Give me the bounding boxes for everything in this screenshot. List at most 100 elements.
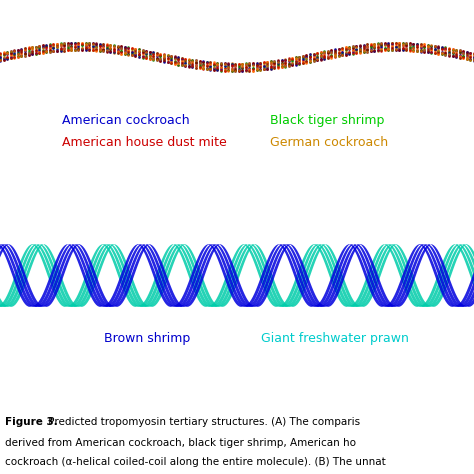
Text: derived from American cockroach, black tiger shrimp, American ho: derived from American cockroach, black t… <box>5 438 356 448</box>
Point <box>296 59 303 67</box>
Point <box>156 51 164 58</box>
Point <box>260 65 267 73</box>
Point <box>271 57 278 64</box>
Point <box>203 58 210 66</box>
Point <box>313 56 321 64</box>
Point <box>363 46 371 53</box>
Point <box>278 57 285 64</box>
Point <box>428 43 435 50</box>
Point <box>282 57 289 64</box>
Point <box>185 56 192 64</box>
Point <box>103 47 111 55</box>
Point <box>60 46 68 53</box>
Point <box>299 55 307 62</box>
Point <box>370 44 378 51</box>
Point <box>142 52 150 59</box>
Point <box>342 45 349 52</box>
Point <box>424 41 431 49</box>
Point <box>128 48 136 55</box>
Point <box>320 47 328 55</box>
Point <box>67 46 75 53</box>
Point <box>292 61 300 68</box>
Point <box>174 55 182 63</box>
Point <box>189 56 196 64</box>
Point <box>171 53 178 60</box>
Point <box>53 44 61 51</box>
Point <box>235 60 243 67</box>
Point <box>132 48 139 55</box>
Point <box>0 52 4 60</box>
Point <box>121 45 128 53</box>
Point <box>21 46 29 53</box>
Point <box>167 59 175 67</box>
Point <box>346 45 353 52</box>
Point <box>320 55 328 62</box>
Point <box>413 47 421 55</box>
Point <box>178 62 185 69</box>
Point <box>50 43 57 51</box>
Point <box>110 43 118 50</box>
Point <box>299 52 307 60</box>
Point <box>189 56 196 64</box>
Point <box>14 50 22 57</box>
Point <box>452 53 460 61</box>
Point <box>267 60 274 68</box>
Point <box>282 62 289 69</box>
Point <box>292 55 300 63</box>
Point <box>420 46 428 54</box>
Point <box>210 59 218 66</box>
Point <box>442 49 449 57</box>
Point <box>107 42 114 49</box>
Point <box>331 53 339 60</box>
Point <box>57 45 64 53</box>
Point <box>274 57 282 64</box>
Point <box>182 55 189 63</box>
Point <box>370 43 378 50</box>
Point <box>39 49 46 56</box>
Point <box>388 43 396 50</box>
Point <box>160 55 168 62</box>
Point <box>370 47 378 55</box>
Point <box>299 55 307 63</box>
Point <box>342 46 349 53</box>
Point <box>413 40 421 47</box>
Point <box>36 47 43 55</box>
Point <box>378 39 385 47</box>
Point <box>363 42 371 49</box>
Point <box>289 55 296 63</box>
Point <box>324 53 332 61</box>
Point <box>118 49 125 56</box>
Point <box>71 39 79 47</box>
Point <box>25 48 32 56</box>
Point <box>381 39 389 46</box>
Point <box>296 54 303 61</box>
Point <box>53 40 61 48</box>
Point <box>71 46 79 53</box>
Point <box>71 43 79 51</box>
Point <box>335 52 342 59</box>
Point <box>353 46 360 54</box>
Point <box>342 44 349 51</box>
Point <box>128 51 136 59</box>
Point <box>370 46 378 54</box>
Point <box>192 59 200 66</box>
Point <box>442 46 449 53</box>
Point <box>282 56 289 64</box>
Point <box>381 41 389 48</box>
Point <box>324 48 332 55</box>
Point <box>231 66 239 73</box>
Point <box>285 57 292 64</box>
Point <box>46 45 54 52</box>
Point <box>174 60 182 67</box>
Point <box>463 52 471 60</box>
Point <box>249 61 257 68</box>
Point <box>153 56 161 64</box>
Point <box>235 67 243 74</box>
Point <box>224 66 232 73</box>
Point <box>217 67 225 74</box>
Point <box>89 46 96 54</box>
Point <box>167 53 175 60</box>
Point <box>399 42 407 49</box>
Point <box>356 42 364 49</box>
Point <box>139 48 146 55</box>
